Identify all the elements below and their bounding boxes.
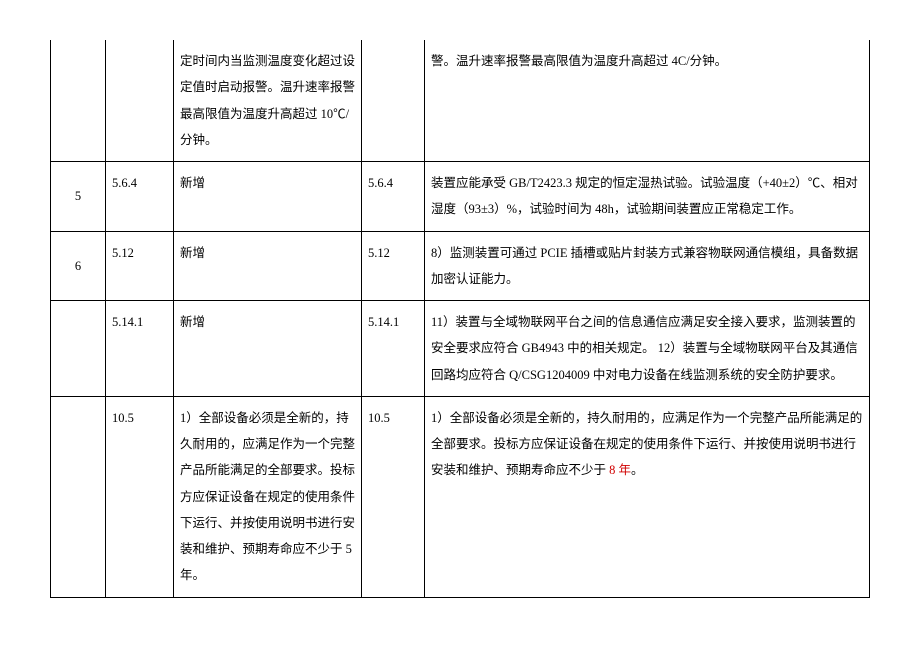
spec-change-table: 定时间内当监测温度变化超过设定值时启动报警。温升速率报警最高限值为温度升高超过 … [50,40,870,598]
table-row: 6 5.12 新增 5.12 8）监测装置可通过 PCIE 插槽或贴片封装方式兼… [51,231,870,301]
cell-old-text: 新增 [174,231,362,301]
cell-new-text: 装置应能承受 GB/T2423.3 规定的恒定湿热试验。试验温度（+40±2）℃… [425,162,870,232]
cell-old-text: 1）全部设备必须是全新的，持久耐用的，应满足作为一个完整产品所能满足的全部要求。… [174,396,362,597]
cell-section-new: 5.12 [362,231,425,301]
cell-section: 10.5 [106,396,174,597]
cell-idx: 6 [51,231,106,301]
cell-old-text: 新增 [174,301,362,397]
cell-section-new [362,40,425,162]
table-row: 定时间内当监测温度变化超过设定值时启动报警。温升速率报警最高限值为温度升高超过 … [51,40,870,162]
cell-section-new: 5.14.1 [362,301,425,397]
cell-section: 5.12 [106,231,174,301]
cell-section-new: 5.6.4 [362,162,425,232]
cell-idx [51,40,106,162]
cell-section [106,40,174,162]
cell-section: 5.14.1 [106,301,174,397]
cell-section-new: 10.5 [362,396,425,597]
cell-section: 5.6.4 [106,162,174,232]
cell-old-text: 定时间内当监测温度变化超过设定值时启动报警。温升速率报警最高限值为温度升高超过 … [174,40,362,162]
new-text-prefix: 1）全部设备必须是全新的，持久耐用的，应满足作为一个完整产品所能满足的全部要求。… [431,411,862,478]
cell-new-text: 8）监测装置可通过 PCIE 插槽或贴片封装方式兼容物联网通信模组，具备数据加密… [425,231,870,301]
cell-idx [51,396,106,597]
cell-idx: 5 [51,162,106,232]
cell-new-text: 1）全部设备必须是全新的，持久耐用的，应满足作为一个完整产品所能满足的全部要求。… [425,396,870,597]
table-row: 10.5 1）全部设备必须是全新的，持久耐用的，应满足作为一个完整产品所能满足的… [51,396,870,597]
cell-old-text: 新增 [174,162,362,232]
table-row: 5 5.6.4 新增 5.6.4 装置应能承受 GB/T2423.3 规定的恒定… [51,162,870,232]
new-text-suffix: 。 [631,463,644,477]
cell-new-text: 11）装置与全域物联网平台之间的信息通信应满足安全接入要求，监测装置的安全要求应… [425,301,870,397]
cell-idx [51,301,106,397]
new-text-highlight: 8 年 [609,463,631,477]
cell-new-text: 警。温升速率报警最高限值为温度升高超过 4C/分钟。 [425,40,870,162]
table-row: 5.14.1 新增 5.14.1 11）装置与全域物联网平台之间的信息通信应满足… [51,301,870,397]
